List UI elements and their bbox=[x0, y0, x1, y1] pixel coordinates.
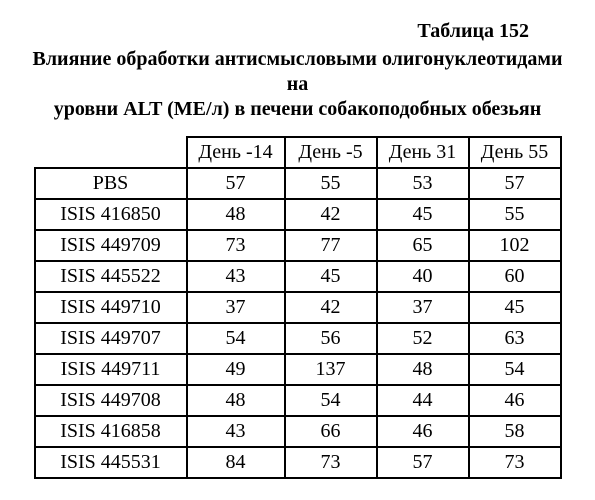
cell: 42 bbox=[285, 199, 377, 230]
cell: 48 bbox=[187, 199, 285, 230]
cell: 102 bbox=[469, 230, 561, 261]
table-row: ISIS 449709737765102 bbox=[35, 230, 561, 261]
title-line-2: уровни ALT (МЕ/л) в печени собакоподобны… bbox=[54, 98, 542, 120]
table-row: ISIS 44553184735773 bbox=[35, 447, 561, 478]
cell: 55 bbox=[285, 168, 377, 199]
row-label: ISIS 449710 bbox=[35, 292, 187, 323]
cell: 73 bbox=[469, 447, 561, 478]
cell: 54 bbox=[187, 323, 285, 354]
table-number: Таблица 152 bbox=[30, 20, 529, 43]
cell: 54 bbox=[285, 385, 377, 416]
table-row: ISIS 44970848544446 bbox=[35, 385, 561, 416]
table-row: ISIS 41685843664658 bbox=[35, 416, 561, 447]
col-header: День 55 bbox=[469, 137, 561, 168]
cell: 43 bbox=[187, 261, 285, 292]
cell: 40 bbox=[377, 261, 469, 292]
cell: 49 bbox=[187, 354, 285, 385]
cell: 84 bbox=[187, 447, 285, 478]
table-row: PBS57555357 bbox=[35, 168, 561, 199]
cell: 48 bbox=[187, 385, 285, 416]
col-header: День -5 bbox=[285, 137, 377, 168]
table-body: PBS57555357ISIS 41685048424555ISIS 44970… bbox=[35, 168, 561, 478]
cell: 46 bbox=[377, 416, 469, 447]
cell: 57 bbox=[187, 168, 285, 199]
cell: 137 bbox=[285, 354, 377, 385]
row-label: PBS bbox=[35, 168, 187, 199]
cell: 45 bbox=[285, 261, 377, 292]
header-empty bbox=[35, 137, 187, 168]
row-label: ISIS 449709 bbox=[35, 230, 187, 261]
table-title: Влияние обработки антисмысловыми олигону… bbox=[30, 47, 565, 122]
table-row: ISIS 44971037423745 bbox=[35, 292, 561, 323]
cell: 42 bbox=[285, 292, 377, 323]
row-label: ISIS 416858 bbox=[35, 416, 187, 447]
row-label: ISIS 449711 bbox=[35, 354, 187, 385]
title-line-1: Влияние обработки антисмысловыми олигону… bbox=[33, 48, 563, 95]
col-header: День -14 bbox=[187, 137, 285, 168]
cell: 55 bbox=[469, 199, 561, 230]
cell: 48 bbox=[377, 354, 469, 385]
cell: 63 bbox=[469, 323, 561, 354]
cell: 60 bbox=[469, 261, 561, 292]
row-label: ISIS 445522 bbox=[35, 261, 187, 292]
cell: 58 bbox=[469, 416, 561, 447]
cell: 45 bbox=[377, 199, 469, 230]
cell: 65 bbox=[377, 230, 469, 261]
table-row: ISIS 44970754565263 bbox=[35, 323, 561, 354]
table-row: ISIS 44552243454060 bbox=[35, 261, 561, 292]
cell: 73 bbox=[187, 230, 285, 261]
cell: 54 bbox=[469, 354, 561, 385]
col-header: День 31 bbox=[377, 137, 469, 168]
table-header-row: День -14 День -5 День 31 День 55 bbox=[35, 137, 561, 168]
row-label: ISIS 449708 bbox=[35, 385, 187, 416]
cell: 66 bbox=[285, 416, 377, 447]
cell: 46 bbox=[469, 385, 561, 416]
cell: 57 bbox=[469, 168, 561, 199]
cell: 45 bbox=[469, 292, 561, 323]
cell: 37 bbox=[187, 292, 285, 323]
row-label: ISIS 416850 bbox=[35, 199, 187, 230]
cell: 37 bbox=[377, 292, 469, 323]
row-label: ISIS 449707 bbox=[35, 323, 187, 354]
cell: 57 bbox=[377, 447, 469, 478]
row-label: ISIS 445531 bbox=[35, 447, 187, 478]
table-row: ISIS 449711491374854 bbox=[35, 354, 561, 385]
cell: 44 bbox=[377, 385, 469, 416]
cell: 56 bbox=[285, 323, 377, 354]
cell: 77 bbox=[285, 230, 377, 261]
cell: 53 bbox=[377, 168, 469, 199]
cell: 43 bbox=[187, 416, 285, 447]
cell: 52 bbox=[377, 323, 469, 354]
table-row: ISIS 41685048424555 bbox=[35, 199, 561, 230]
data-table: День -14 День -5 День 31 День 55 PBS5755… bbox=[34, 136, 562, 479]
cell: 73 bbox=[285, 447, 377, 478]
